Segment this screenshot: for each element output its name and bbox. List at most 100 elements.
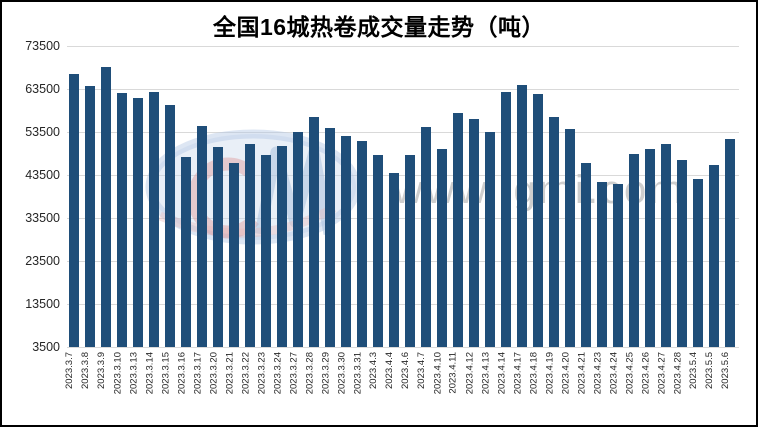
- x-axis-tick-label: 2023.4.13: [480, 352, 491, 395]
- x-axis-tick-label: 2023.3.9: [96, 352, 107, 389]
- bar-2023.3.17: [197, 126, 207, 347]
- y-axis-tick-label: 43500: [25, 168, 60, 182]
- x-axis-tick-label: 2023.4.27: [656, 352, 667, 395]
- y-axis-tick-label: 3500: [32, 340, 60, 354]
- bar-2023.4.10: [437, 149, 447, 347]
- y-axis-tick-label: 13500: [25, 297, 60, 311]
- bar-2023.3.31: [357, 141, 367, 347]
- bar-2023.5.5: [709, 165, 719, 347]
- x-axis-tick-label: 2023.3.8: [80, 352, 91, 389]
- bar-2023.4.21: [581, 163, 591, 347]
- y-axis-tick-label: 73500: [25, 39, 60, 53]
- bar-2023.4.27: [661, 144, 671, 347]
- bar-2023.4.25: [629, 154, 639, 347]
- x-axis-tick-label: 2023.5.4: [688, 352, 699, 389]
- x-axis-tick-label: 2023.4.6: [400, 352, 411, 389]
- bar-2023.4.20: [565, 129, 575, 347]
- bar-2023.4.13: [485, 132, 495, 347]
- x-axis-tick-label: 2023.4.7: [416, 352, 427, 389]
- bar-2023.4.18: [533, 94, 543, 347]
- bar-2023.5.4: [693, 179, 703, 347]
- bar-2023.4.26: [645, 149, 655, 347]
- y-axis-tick-label: 33500: [25, 211, 60, 225]
- x-axis-tick-label: 2023.4.11: [448, 352, 459, 394]
- x-axis-tick-label: 2023.3.29: [320, 352, 331, 395]
- bar-2023.3.10: [117, 93, 127, 347]
- x-axis-tick-label: 2023.3.14: [144, 352, 155, 395]
- bar-2023.3.27: [293, 132, 303, 347]
- x-axis-tick-label: 2023.3.15: [160, 352, 171, 395]
- x-axis-tick-label: 2023.3.16: [176, 352, 187, 395]
- bar-2023.5.6: [725, 139, 735, 347]
- bar-2023.3.24: [277, 146, 287, 347]
- gridline: [67, 175, 739, 176]
- bar-2023.3.21: [229, 163, 239, 347]
- x-axis-tick-label: 2023.3.20: [208, 352, 219, 395]
- gridline: [67, 89, 739, 90]
- x-axis-tick-label: 2023.4.12: [464, 352, 475, 395]
- x-axis-tick-label: 2023.4.10: [432, 352, 443, 395]
- x-axis-tick-label: 2023.4.20: [560, 352, 571, 395]
- bar-2023.4.17: [517, 85, 527, 347]
- y-axis-tick-label: 63500: [25, 82, 60, 96]
- bar-2023.3.9: [101, 67, 111, 347]
- x-axis-tick-label: 2023.3.23: [256, 352, 267, 395]
- bar-2023.3.14: [149, 92, 159, 347]
- x-axis-tick-label: 2023.3.28: [304, 352, 315, 395]
- bar-2023.3.15: [165, 105, 175, 347]
- x-axis-tick-label: 2023.3.21: [224, 352, 235, 395]
- bar-2023.3.23: [261, 155, 271, 347]
- bar-2023.3.22: [245, 144, 255, 347]
- bar-2023.3.8: [85, 86, 95, 347]
- gridline: [67, 132, 739, 133]
- x-axis-tick-label: 2023.4.17: [512, 352, 523, 395]
- x-axis-tick-label: 2023.3.22: [240, 352, 251, 395]
- x-axis-tick-label: 2023.3.27: [288, 352, 299, 395]
- y-axis-tick-label: 23500: [25, 254, 60, 268]
- bar-2023.4.12: [469, 119, 479, 347]
- bar-2023.3.7: [69, 74, 79, 347]
- bar-2023.4.14: [501, 92, 511, 347]
- x-axis-tick-label: 2023.4.28: [672, 352, 683, 395]
- x-axis-tick-label: 2023.3.10: [112, 352, 123, 395]
- bar-2023.3.16: [181, 157, 191, 347]
- x-axis-tick-label: 2023.4.21: [576, 352, 587, 395]
- x-axis-tick-label: 2023.3.13: [128, 352, 139, 395]
- bar-2023.4.4: [389, 173, 399, 347]
- x-axis-tick-label: 2023.4.24: [608, 352, 619, 395]
- bar-2023.3.13: [133, 98, 143, 347]
- gridline: [67, 218, 739, 219]
- x-axis-tick-label: 2023.4.26: [640, 352, 651, 395]
- bar-2023.3.30: [341, 136, 351, 347]
- bar-2023.3.29: [325, 128, 335, 347]
- x-axis-tick-label: 2023.4.19: [544, 352, 555, 395]
- bar-2023.3.28: [309, 117, 319, 347]
- x-axis-tick-label: 2023.4.23: [592, 352, 603, 395]
- bar-2023.4.3: [373, 155, 383, 347]
- x-axis-tick-label: 2023.3.17: [192, 352, 203, 395]
- bar-2023.4.24: [613, 184, 623, 347]
- x-axis-tick-label: 2023.3.24: [272, 352, 283, 395]
- chart-title: 全国16城热卷成交量走势（吨）: [212, 14, 546, 40]
- gridline: [67, 347, 739, 348]
- x-axis-tick-label: 2023.4.25: [624, 352, 635, 395]
- bar-2023.4.23: [597, 182, 607, 347]
- gridline: [67, 46, 739, 47]
- bar-2023.4.6: [405, 155, 415, 347]
- bar-2023.4.7: [421, 127, 431, 347]
- x-axis-tick-label: 2023.3.31: [352, 352, 363, 395]
- x-axis-tick-label: 2023.3.7: [64, 352, 75, 389]
- bar-2023.4.11: [453, 113, 463, 347]
- gridline: [67, 261, 739, 262]
- x-axis-tick-label: 2023.4.14: [496, 352, 507, 395]
- plot-area: [67, 46, 739, 348]
- x-axis-tick-label: 2023.4.4: [384, 352, 395, 389]
- bar-2023.3.20: [213, 147, 223, 347]
- x-axis-tick-label: 2023.4.3: [368, 352, 379, 389]
- y-axis-tick-label: 53500: [25, 125, 60, 139]
- x-axis-tick-label: 2023.4.18: [528, 352, 539, 395]
- x-axis-tick-label: 2023.3.30: [336, 352, 347, 395]
- bar-2023.4.19: [549, 117, 559, 347]
- gridline: [67, 304, 739, 305]
